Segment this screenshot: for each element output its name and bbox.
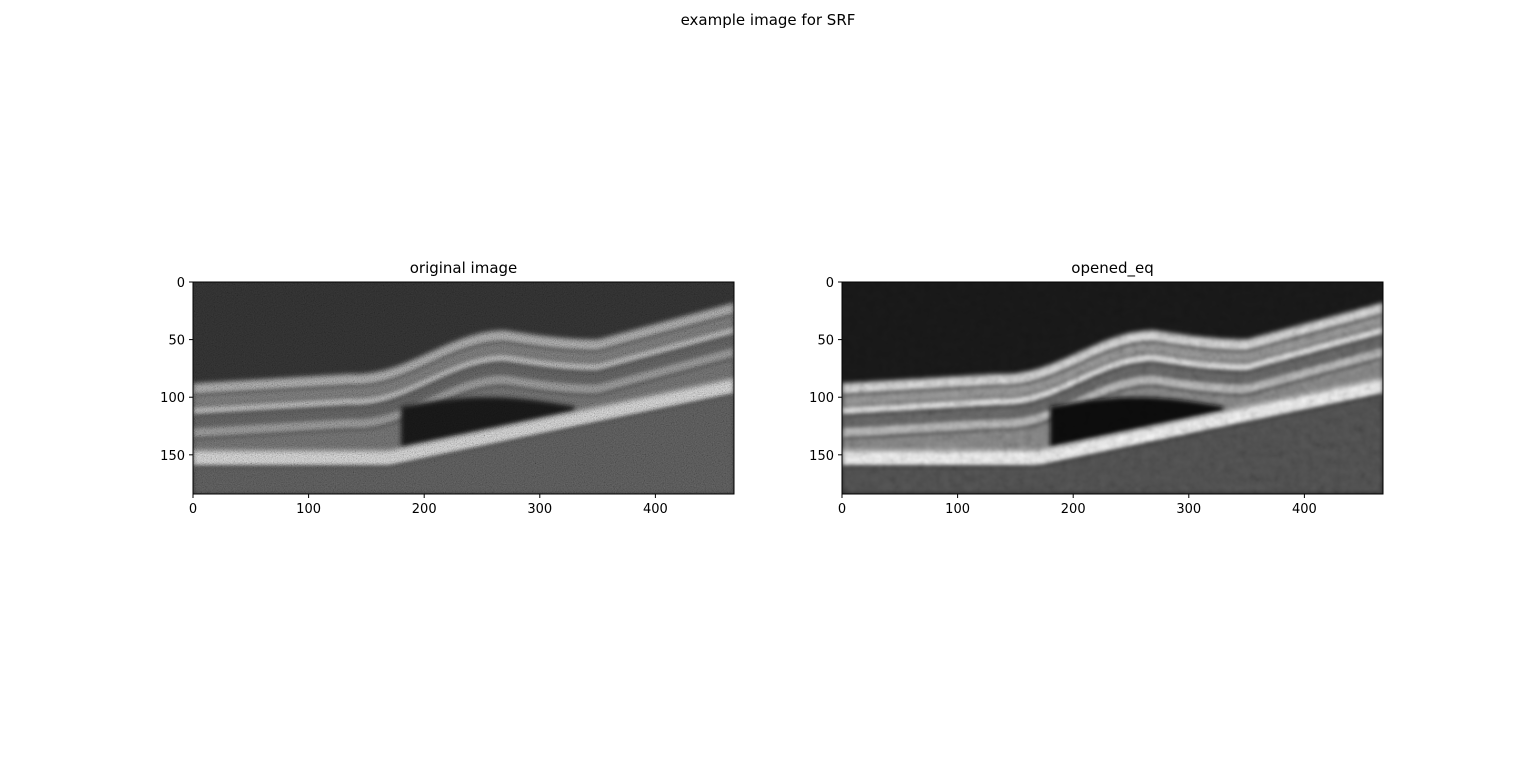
y-tick-label: 150 [160, 449, 185, 464]
x-tick-label: 300 [1176, 502, 1201, 517]
y-tick-label: 50 [168, 334, 185, 349]
panel-title: original image [410, 259, 518, 277]
x-tick-label: 400 [1292, 502, 1317, 517]
x-tick-label: 200 [412, 502, 437, 517]
axes-frame [841, 281, 1384, 495]
y-tick-label: 150 [809, 449, 834, 464]
y-tick-label: 0 [826, 276, 834, 291]
y-tick-label: 100 [809, 391, 834, 406]
axes-frame [192, 281, 735, 495]
y-tick-label: 50 [817, 334, 834, 349]
panel-title: opened_eq [1071, 259, 1153, 278]
y-tick-label: 0 [177, 276, 185, 291]
y-tick-label: 100 [160, 391, 185, 406]
figure-suptitle: example image for SRF [680, 11, 856, 29]
image-content [842, 282, 1383, 494]
x-tick-label: 400 [643, 502, 668, 517]
x-tick-label: 100 [945, 502, 970, 517]
x-tick-label: 100 [296, 502, 321, 517]
x-tick-label: 300 [527, 502, 552, 517]
x-tick-label: 0 [189, 502, 197, 517]
x-tick-label: 0 [838, 502, 846, 517]
image-content [193, 282, 734, 494]
image-panel-original: original image 0 100 200 300 400 0 50 100 150 [160, 259, 735, 517]
image-panel-opened: opened_eq 0 100 200 300 400 0 50 100 150 [809, 259, 1384, 517]
x-tick-label: 200 [1061, 502, 1086, 517]
